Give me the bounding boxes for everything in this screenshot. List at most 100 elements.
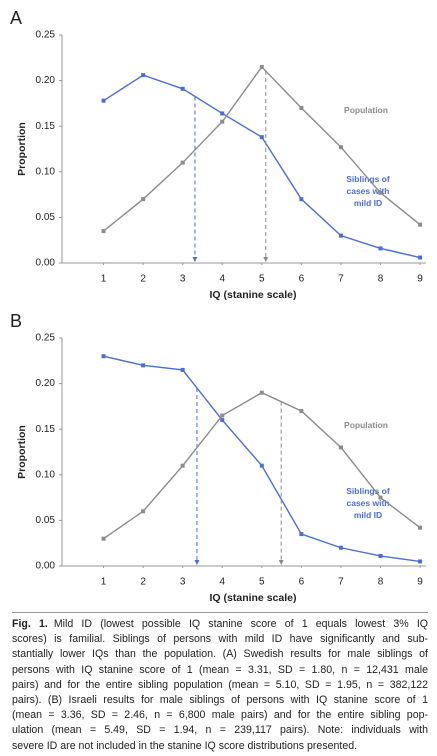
point [180,160,185,165]
x-tick-label: 1 [101,577,107,588]
x-tick-label: 4 [219,274,225,285]
point [180,86,185,91]
point [299,532,304,537]
y-tick-label: 0.15 [36,121,56,132]
point [141,363,146,368]
series-label: Population [344,105,388,115]
caption-line: severe ID are not included in the stanin… [12,739,358,752]
caption-line-row: pairs). (B) Israeli results for male sib… [12,693,428,708]
point [220,418,225,423]
x-axis-label: IQ (stanine scale) [210,592,297,604]
x-tick-label: 1 [101,274,107,285]
caption-line: (mean = 3.36, SD = 2.46, n = 6,800 male … [12,709,428,722]
series-label: mild ID [354,510,382,520]
mean-arrow [278,560,284,565]
y-tick-label: 0.20 [36,378,56,389]
x-tick-label: 5 [259,274,265,285]
y-tick-label: 0.20 [36,75,56,86]
x-tick-label: 2 [140,274,146,285]
point [418,559,423,564]
x-tick-label: 9 [417,274,423,285]
x-tick-label: 8 [378,577,384,588]
caption-line-row: (mean = 3.36, SD = 2.46, n = 6,800 male … [12,708,428,723]
point [259,390,264,395]
point [220,413,225,418]
point [299,105,304,110]
caption-line: scores) is familial. Siblings of persons… [12,633,428,646]
y-tick-label: 0.25 [36,333,56,344]
caption-line-row: persons with IQ stanine score of 1 (mean… [12,663,428,678]
caption-label: Fig. 1. [12,618,48,630]
caption-line: stantially lower IQs than the population… [12,648,428,661]
series-label: Population [344,420,388,430]
point [101,354,106,359]
x-tick-label: 8 [378,274,384,285]
series-label: cases with [347,186,390,196]
series-line [103,74,421,259]
figure: A 0.00 0.05 0.10 0.15 0.20 0.25 1 2 3 4 5 6 7 8 9 IQ (st… [10,8,426,604]
series-label: mild ID [354,198,382,208]
mean-arrow [194,560,200,565]
caption: Fig. 1. Mild ID (lowest possible IQ stani… [12,612,428,754]
point [418,525,423,530]
point [418,255,423,260]
caption-line-row: scores) is familial. Siblings of persons… [12,632,428,647]
x-tick-label: 6 [299,274,305,285]
point [259,64,264,69]
caption-line: pairs). (B) Israeli results for male sib… [12,694,428,707]
point [180,463,185,468]
caption-line: pairs) and for the entire sibling popula… [12,678,428,691]
x-axis-label: IQ (stanine scale) [210,289,297,301]
point [259,135,264,140]
series-line [103,355,421,563]
y-tick-label: 0.10 [36,469,56,480]
point [418,222,423,227]
point [338,145,343,150]
x-tick-label: 9 [417,577,423,588]
caption-line-row: ulation (mean = 5.49, SD = 1.94, n = 239… [12,723,428,738]
x-tick-label: 3 [180,577,186,588]
mean-arrow [263,257,269,262]
point [141,197,146,202]
x-tick-label: 2 [140,577,146,588]
x-tick-label: 4 [219,577,225,588]
panel-label: A [10,8,22,28]
y-tick-label: 0.00 [36,258,56,269]
point [299,408,304,413]
point [180,367,185,372]
x-tick-label: 7 [338,577,344,588]
caption-line-row: severe ID are not included in the stanin… [12,739,428,754]
panel-label: B [10,311,22,331]
y-axis-label: Proportion [16,122,28,176]
caption-line-row: stantially lower IQs than the population… [12,647,428,662]
point [259,463,264,468]
series-label: Siblings of [346,486,390,496]
point [338,445,343,450]
point [141,509,146,514]
point [220,111,225,116]
y-tick-label: 0.10 [36,166,56,177]
x-tick-label: 3 [180,274,186,285]
caption-line: Mild ID (lowest possible IQ stanine scor… [53,618,428,630]
point [220,119,225,124]
x-tick-label: 7 [338,274,344,285]
caption-line-row: Fig. 1. Mild ID (lowest possible IQ stani… [12,617,428,632]
point [378,553,383,558]
point [378,190,383,195]
point [378,495,383,500]
caption-line: persons with IQ stanine score of 1 (mean… [12,663,428,676]
y-axis-label: Proportion [16,425,28,479]
caption-line-row: pairs) and for the entire sibling popula… [12,678,428,693]
y-tick-label: 0.25 [36,30,56,41]
x-tick-label: 5 [259,577,265,588]
series-label: cases with [347,498,390,508]
y-tick-label: 0.05 [36,212,56,223]
mean-arrow [192,257,198,262]
point [378,246,383,251]
y-tick-label: 0.00 [36,561,56,572]
point [101,98,106,103]
x-tick-label: 6 [299,577,305,588]
caption-line: ulation (mean = 5.49, SD = 1.94, n = 239… [12,724,428,737]
y-tick-label: 0.05 [36,515,56,526]
